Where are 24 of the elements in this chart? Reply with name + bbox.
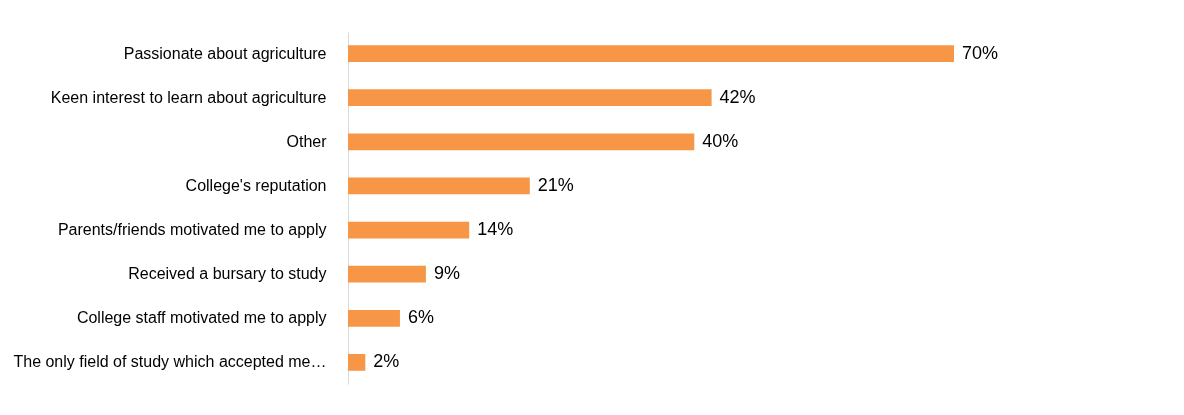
- bar: [348, 265, 426, 283]
- y-tick-label: Other: [286, 132, 328, 150]
- y-tick-label: College staff motivated me to apply: [76, 309, 327, 327]
- data-label: 40%: [702, 130, 739, 151]
- y-tick-label: Passionate about agriculture: [123, 44, 327, 62]
- bar: [348, 177, 530, 195]
- y-tick-label: Received a bursary to study: [128, 265, 327, 283]
- bar: [348, 89, 712, 107]
- bar: [348, 133, 695, 151]
- data-label: 70%: [962, 42, 999, 63]
- y-tick-label: Parents/friends motivated me to apply: [57, 221, 327, 239]
- y-tick-label: Keen interest to learn about agriculture: [50, 88, 327, 106]
- bar: [348, 354, 366, 371]
- data-label: 14%: [477, 219, 514, 240]
- data-label: 42%: [719, 86, 756, 107]
- data-label: 9%: [433, 263, 460, 284]
- data-label: 2%: [373, 351, 400, 372]
- bar: [348, 45, 954, 62]
- y-tick-label: The only field of study which accepted me…: [13, 353, 327, 371]
- data-label: 6%: [407, 307, 434, 328]
- bar: [348, 221, 470, 239]
- y-tick-label: College's reputation: [185, 176, 327, 194]
- bar: [348, 309, 400, 327]
- data-label: 21%: [537, 174, 574, 195]
